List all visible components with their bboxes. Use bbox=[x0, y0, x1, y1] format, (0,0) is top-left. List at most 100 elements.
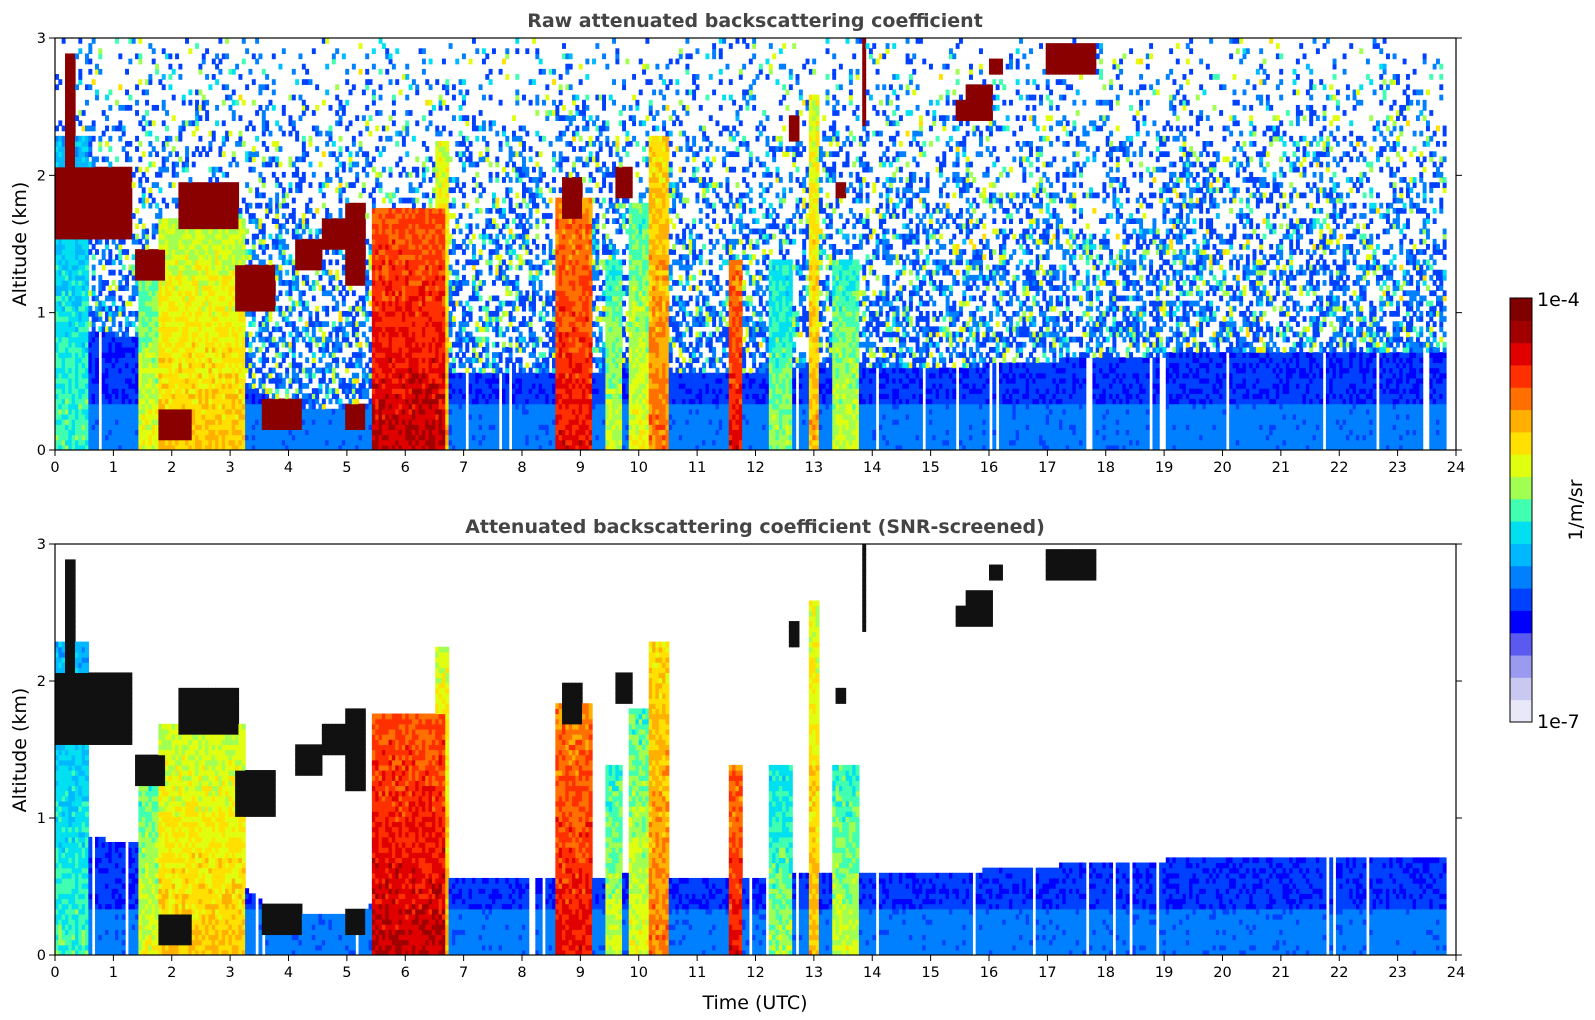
heatmap-cell bbox=[241, 228, 246, 235]
heatmap-cell bbox=[195, 393, 200, 400]
heatmap-cell bbox=[188, 383, 193, 389]
heatmap-cell bbox=[221, 285, 226, 291]
heatmap-cell bbox=[375, 233, 380, 240]
heatmap-cell bbox=[155, 254, 160, 261]
heatmap-cell bbox=[131, 444, 136, 450]
heatmap-cell bbox=[378, 347, 383, 353]
heatmap-cell bbox=[335, 419, 340, 425]
heatmap-cell bbox=[71, 238, 76, 245]
heatmap-cell bbox=[155, 259, 160, 266]
heatmap-cell bbox=[58, 228, 63, 235]
heatmap-cell bbox=[345, 223, 350, 230]
heatmap-cell bbox=[288, 377, 293, 384]
heatmap-cell bbox=[128, 357, 133, 364]
heatmap-cell bbox=[378, 336, 383, 343]
heatmap-cell bbox=[265, 321, 270, 327]
heatmap-cell bbox=[325, 419, 330, 425]
heatmap-cell bbox=[365, 393, 370, 400]
heatmap-cell bbox=[365, 156, 370, 163]
heatmap-cell bbox=[291, 259, 296, 266]
heatmap-cell bbox=[215, 228, 220, 235]
heatmap-cell bbox=[241, 429, 246, 436]
heatmap-cell bbox=[378, 38, 383, 44]
heatmap-cell bbox=[285, 434, 290, 441]
heatmap-cell bbox=[101, 439, 106, 446]
heatmap-cell bbox=[325, 213, 330, 219]
heatmap-cell bbox=[288, 115, 293, 121]
heatmap-cell bbox=[261, 161, 266, 168]
heatmap-cell bbox=[138, 383, 143, 389]
heatmap-cell bbox=[181, 269, 186, 276]
heatmap-cell bbox=[91, 233, 96, 240]
heatmap-cell bbox=[75, 84, 79, 91]
heatmap-cell bbox=[98, 290, 103, 297]
heatmap-cell bbox=[101, 341, 106, 348]
heatmap-cell bbox=[221, 249, 226, 255]
heatmap-cell bbox=[141, 310, 146, 317]
heatmap-cell bbox=[201, 238, 206, 245]
heatmap-cell bbox=[221, 233, 226, 240]
heatmap-cell bbox=[61, 141, 66, 147]
heatmap-cell bbox=[55, 249, 59, 255]
heatmap-cell bbox=[225, 424, 230, 430]
heatmap-cell bbox=[208, 403, 213, 410]
heatmap-cell bbox=[218, 372, 223, 379]
heatmap-cell bbox=[151, 398, 156, 405]
heatmap-cell bbox=[181, 434, 186, 441]
heatmap-cell bbox=[181, 377, 186, 384]
heatmap-cell bbox=[211, 336, 216, 343]
heatmap-cell bbox=[135, 135, 139, 142]
heatmap-cell bbox=[281, 130, 286, 137]
heatmap-cell bbox=[375, 213, 380, 219]
heatmap-cell bbox=[95, 434, 99, 441]
heatmap-cell bbox=[171, 94, 176, 101]
heatmap-cell bbox=[208, 182, 213, 188]
heatmap-cell bbox=[65, 79, 69, 85]
heatmap-cell bbox=[108, 223, 113, 230]
heatmap-cell bbox=[371, 94, 376, 101]
heatmap-cell bbox=[325, 207, 330, 214]
heatmap-cell bbox=[65, 403, 69, 410]
heatmap-cell bbox=[225, 192, 230, 199]
heatmap-cell bbox=[145, 249, 149, 255]
heatmap-cell bbox=[231, 383, 236, 389]
heatmap-cell bbox=[101, 254, 106, 261]
heatmap-cell bbox=[338, 310, 343, 317]
heatmap-cell bbox=[155, 357, 160, 364]
heatmap-cell bbox=[148, 444, 153, 450]
heatmap-cell bbox=[115, 305, 119, 312]
heatmap-cell bbox=[81, 367, 86, 374]
heatmap-cell bbox=[101, 207, 106, 214]
heatmap-cell bbox=[95, 377, 99, 384]
heatmap-cell bbox=[381, 429, 386, 436]
heatmap-cell bbox=[311, 295, 316, 302]
heatmap-cell bbox=[295, 269, 300, 276]
heatmap-cell bbox=[75, 372, 79, 379]
heatmap-cell bbox=[385, 125, 390, 132]
heatmap-cell bbox=[85, 377, 89, 384]
heatmap-cell bbox=[115, 99, 119, 106]
heatmap-cell bbox=[71, 290, 76, 297]
heatmap-cell bbox=[108, 357, 113, 364]
heatmap-cell bbox=[98, 326, 103, 333]
heatmap-cell bbox=[371, 408, 376, 415]
heatmap-cell bbox=[388, 316, 393, 322]
heatmap-cell bbox=[205, 439, 210, 446]
heatmap-cell bbox=[171, 362, 176, 369]
heatmap-cell bbox=[225, 300, 230, 307]
heatmap-cell bbox=[198, 305, 203, 312]
heatmap-cell bbox=[185, 38, 190, 44]
heatmap-cell bbox=[375, 347, 380, 353]
heatmap-cell bbox=[211, 202, 216, 209]
heatmap-cell bbox=[145, 326, 149, 333]
heatmap-cell bbox=[325, 177, 330, 183]
heatmap-cell bbox=[198, 197, 203, 204]
heatmap-cell bbox=[208, 367, 213, 374]
heatmap-cell bbox=[105, 295, 109, 302]
heatmap-cell bbox=[275, 161, 280, 168]
heatmap-cell bbox=[158, 171, 163, 178]
heatmap-cell bbox=[68, 347, 73, 353]
heatmap-cell bbox=[61, 259, 66, 266]
heatmap-cell bbox=[185, 156, 190, 163]
heatmap-cell bbox=[85, 372, 89, 379]
